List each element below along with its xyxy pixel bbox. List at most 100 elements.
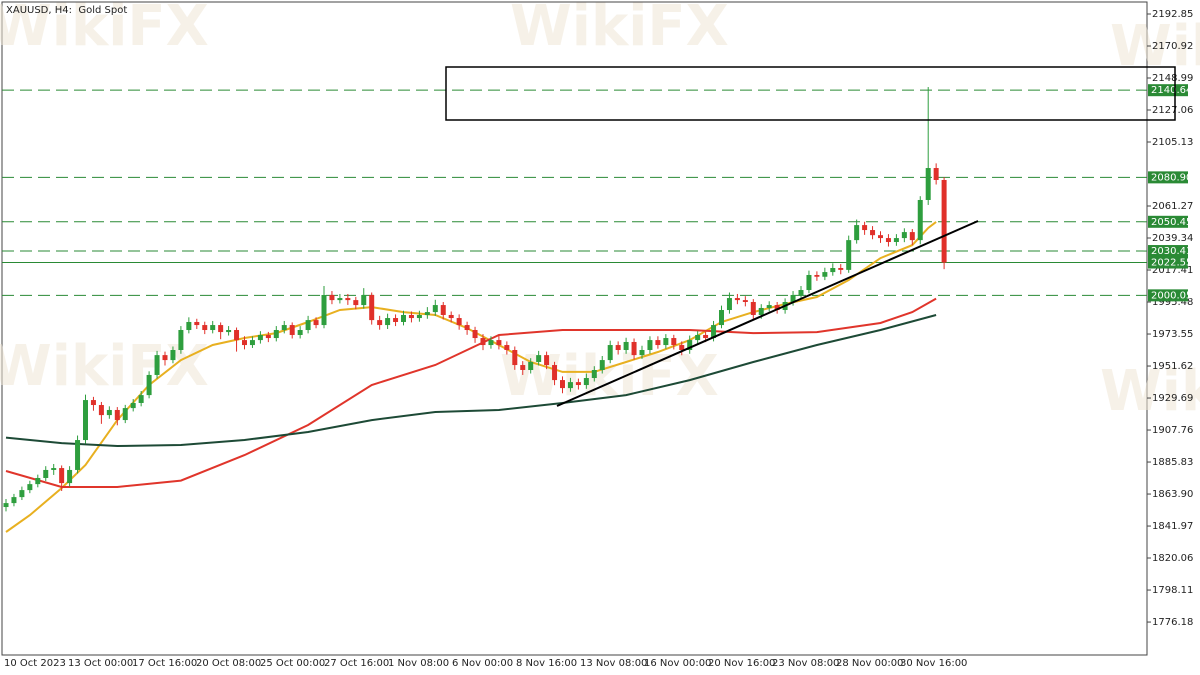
candle-body [599, 360, 605, 370]
candle-body [257, 334, 263, 341]
watermark: WikiFX [0, 0, 209, 59]
candle-body [623, 341, 629, 351]
y-tick-label: 1863.90 [1152, 489, 1193, 500]
candle-body [496, 340, 502, 346]
plot-frame [1, 1, 1148, 656]
price-tag-label: 2000.05 [1151, 290, 1192, 301]
candle-body [75, 440, 81, 470]
candle-body [679, 345, 685, 351]
candle-body [385, 318, 391, 326]
x-tick-label: 8 Nov 16:00 [516, 658, 577, 669]
x-tick-label: 1 Nov 08:00 [388, 658, 449, 669]
candle-body [432, 305, 438, 313]
candle-body [591, 369, 597, 379]
candle-body [3, 503, 9, 508]
candle-body [695, 334, 701, 341]
y-tick-label: 2017.41 [1152, 265, 1193, 276]
candle-body [43, 469, 49, 478]
candle-body [917, 199, 923, 241]
candle-body [798, 290, 804, 295]
candle-body [933, 168, 939, 180]
chart-title: XAUUSD, H4: Gold Spot [6, 5, 127, 16]
candle-body [27, 484, 33, 491]
x-tick-label: 16 Nov 00:00 [644, 658, 711, 669]
price-tag [1148, 171, 1188, 184]
candle-body [122, 408, 128, 421]
candle-body [186, 321, 192, 331]
candle-body [416, 314, 422, 319]
y-tick-label: 1995.48 [1152, 297, 1193, 308]
x-tick-label: 20 Nov 16:00 [708, 658, 775, 669]
y-tick-label: 1929.69 [1152, 393, 1193, 404]
candle-body [893, 238, 899, 243]
price-tag-label: 2050.45 [1151, 217, 1192, 228]
price-tag-label: 2080.90 [1151, 172, 1192, 183]
watermark: WikiFX [1100, 359, 1200, 424]
candle-body [512, 350, 518, 366]
candle-body [941, 179, 947, 263]
candle-body [814, 274, 820, 277]
price-tag [1148, 84, 1188, 97]
candle-body [488, 340, 494, 346]
candle-body [329, 294, 335, 301]
candle-body [234, 330, 240, 341]
candle-body [846, 240, 852, 270]
zone-box [445, 66, 1176, 121]
price-tag [1148, 256, 1188, 269]
candle-body [194, 321, 200, 326]
x-tick-label: 6 Nov 00:00 [452, 658, 513, 669]
candle-body [862, 225, 868, 231]
candle-body [878, 235, 883, 239]
x-tick-label: 27 Oct 16:00 [324, 658, 389, 669]
candle-body [424, 312, 430, 315]
candle-body [11, 497, 17, 504]
candle-body [90, 400, 96, 406]
candle-body [901, 232, 907, 239]
candle-body [337, 298, 343, 301]
candle-body [401, 314, 406, 322]
plot [2, 87, 1147, 533]
candle-body [130, 402, 136, 409]
x-tick-label: 13 Nov 08:00 [580, 658, 647, 669]
x-tick-label: 23 Nov 08:00 [772, 658, 839, 669]
y-tick-label: 2170.92 [1152, 41, 1193, 52]
watermark: WikiFX [510, 0, 729, 59]
y-tick-label: 1820.06 [1152, 553, 1193, 564]
candle-body [854, 225, 860, 241]
candle-body [114, 409, 120, 421]
candle-body [242, 340, 247, 346]
x-tick-label: 13 Oct 00:00 [68, 658, 133, 669]
candle-body [742, 300, 748, 302]
candle-body [464, 325, 470, 331]
moving-average [5, 314, 937, 448]
candle-body [369, 294, 375, 321]
candle-body [361, 294, 367, 306]
candle-body [607, 345, 613, 361]
x-tick-label: 25 Oct 00:00 [260, 658, 325, 669]
candle-body [567, 382, 573, 389]
candle-body [226, 330, 232, 333]
candle-body [750, 301, 756, 315]
y-tick-label: 1907.76 [1152, 425, 1193, 436]
candle-body [59, 468, 65, 484]
price-tag-label: 2022.55 [1151, 258, 1192, 269]
candle-body [838, 267, 844, 270]
candle-body [671, 338, 677, 346]
y-tick-label: 2192.85 [1152, 9, 1193, 20]
watermark: WikiFX [1110, 14, 1200, 79]
candle-body [822, 272, 828, 277]
candle-body [83, 400, 88, 441]
candle-body [758, 307, 764, 315]
candle-body [560, 380, 565, 389]
candle-body [536, 355, 542, 362]
candle-body [35, 477, 41, 485]
candle-body [98, 405, 104, 416]
candle-body [655, 340, 661, 346]
x-tick-label: 20 Oct 08:00 [196, 658, 261, 669]
y-tick-label: 1776.18 [1152, 617, 1193, 628]
candle-body [687, 340, 693, 351]
candle-body [885, 238, 891, 243]
candle-body [218, 325, 224, 333]
price-tag-label: 2030.41 [1151, 246, 1192, 257]
